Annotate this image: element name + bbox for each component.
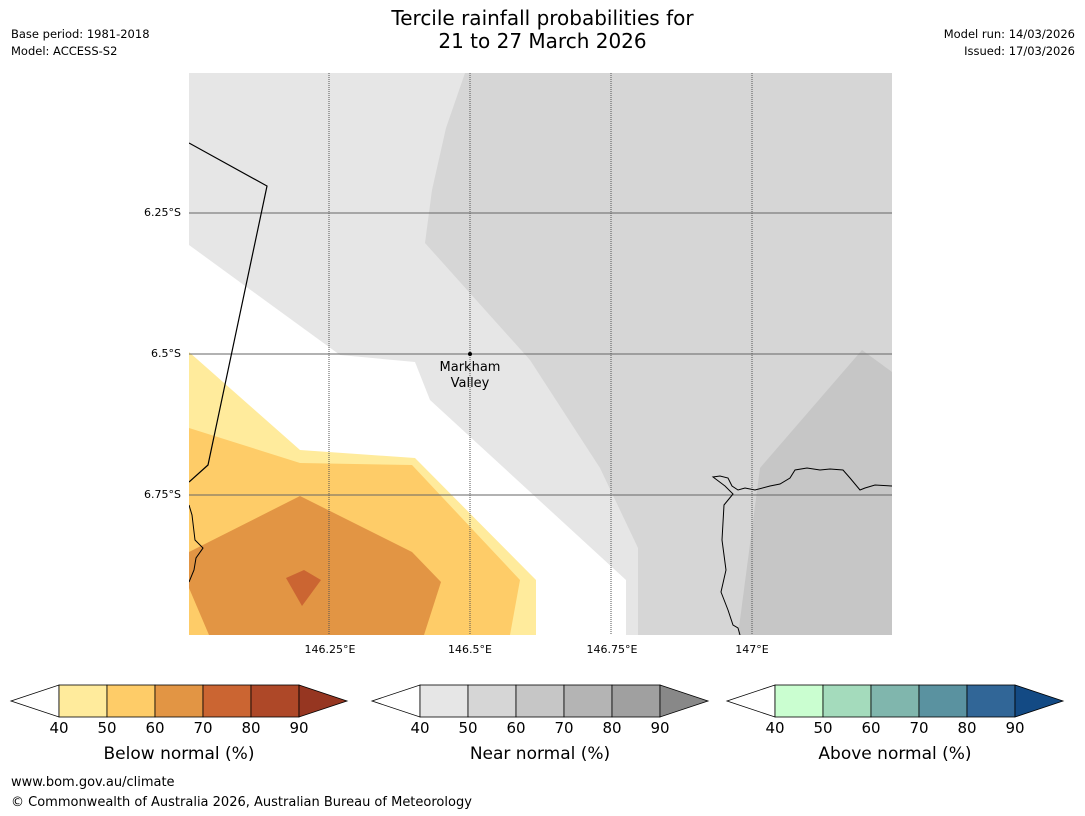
colorbar-tick: 40 <box>410 719 430 737</box>
colorbar-swatch <box>774 684 824 718</box>
colorbar-tick: 70 <box>909 719 929 737</box>
west-coastline <box>189 504 204 583</box>
colorbar-swatch <box>202 684 252 718</box>
colorbar-tick: 60 <box>145 719 165 737</box>
colorbar-swatch <box>419 684 469 718</box>
colorbar-extend-low <box>370 684 421 718</box>
below-normal-60-region <box>189 496 441 635</box>
footer-url[interactable]: www.bom.gov.au/climate <box>11 775 175 790</box>
map-title: Tercile rainfall probabilities for 21 to… <box>0 7 1085 53</box>
colorbar-tick: 60 <box>506 719 526 737</box>
lat-label: 6.75°S <box>144 488 181 501</box>
colorbar-swatch <box>822 684 872 718</box>
title-line-1: Tercile rainfall probabilities for <box>391 6 694 30</box>
colorbar-tick: 80 <box>957 719 977 737</box>
place-name-line-1: Markham <box>439 360 501 375</box>
colorbar-extend-low <box>9 684 60 718</box>
colorbar-title-near-normal: Near normal (%) <box>469 744 611 764</box>
colorbar-below-normal <box>9 684 349 718</box>
colorbar-title-above-normal: Above normal (%) <box>818 744 972 764</box>
colorbar-swatch <box>467 684 517 718</box>
base-period: Base period: 1981-2018 <box>11 27 150 41</box>
title-line-2: 21 to 27 March 2026 <box>438 29 647 53</box>
colorbar-swatch <box>611 684 661 718</box>
place-label: Markham Valley <box>420 360 520 392</box>
place-marker[interactable] <box>468 352 472 356</box>
colorbar-tick: 50 <box>813 719 833 737</box>
model-run: Model run: 14/03/2026 <box>943 27 1075 41</box>
meta-left: Base period: 1981-2018 Model: ACCESS-S2 <box>11 26 150 60</box>
colorbar-swatch <box>154 684 204 718</box>
lat-label: 6.25°S <box>144 206 181 219</box>
colorbar-tick: 40 <box>765 719 785 737</box>
meta-right: Model run: 14/03/2026 Issued: 17/03/2026 <box>944 26 1075 60</box>
colorbar-swatch <box>870 684 920 718</box>
colorbar-swatch <box>918 684 968 718</box>
colorbar-swatch <box>58 684 108 718</box>
colorbar-tick: 70 <box>554 719 574 737</box>
model-name: Model: ACCESS-S2 <box>11 44 118 58</box>
colorbar-tick: 50 <box>458 719 478 737</box>
colorbar-tick: 80 <box>602 719 622 737</box>
map-area[interactable] <box>189 73 892 635</box>
lon-label: 146.75°E <box>586 643 638 656</box>
place-name-line-2: Valley <box>450 376 490 391</box>
colorbar-tick: 90 <box>289 719 309 737</box>
colorbar-swatch <box>250 684 300 718</box>
colorbar-tick: 60 <box>861 719 881 737</box>
colorbar-tick: 90 <box>650 719 670 737</box>
colorbar-above-normal <box>725 684 1065 718</box>
below-normal-70-region <box>286 570 321 606</box>
colorbar-swatch <box>563 684 613 718</box>
colorbar-tick: 40 <box>49 719 69 737</box>
near-normal-60-region <box>738 350 892 635</box>
province-border <box>189 142 268 483</box>
colorbar-near-normal <box>370 684 710 718</box>
colorbar-tick: 70 <box>193 719 213 737</box>
lat-label: 6.5°S <box>151 347 181 360</box>
issued-date: Issued: 17/03/2026 <box>964 44 1075 58</box>
footer-copyright: © Commonwealth of Australia 2026, Austra… <box>11 795 472 810</box>
colorbar-tick: 80 <box>241 719 261 737</box>
colorbar-extend-low <box>725 684 776 718</box>
colorbar-extend-high <box>659 684 710 718</box>
colorbar-swatch <box>106 684 156 718</box>
colorbar-extend-high <box>298 684 349 718</box>
lon-label: 147°E <box>735 643 769 656</box>
huon-gulf-coastline <box>711 467 892 635</box>
colorbar-swatch <box>515 684 565 718</box>
colorbar-extend-high <box>1014 684 1065 718</box>
colorbar-tick: 50 <box>97 719 117 737</box>
lon-label: 146.5°E <box>448 643 492 656</box>
lon-label: 146.25°E <box>304 643 356 656</box>
colorbar-tick: 90 <box>1005 719 1025 737</box>
colorbar-swatch <box>966 684 1016 718</box>
colorbar-title-below-normal: Below normal (%) <box>103 744 255 764</box>
graticule <box>189 212 892 496</box>
